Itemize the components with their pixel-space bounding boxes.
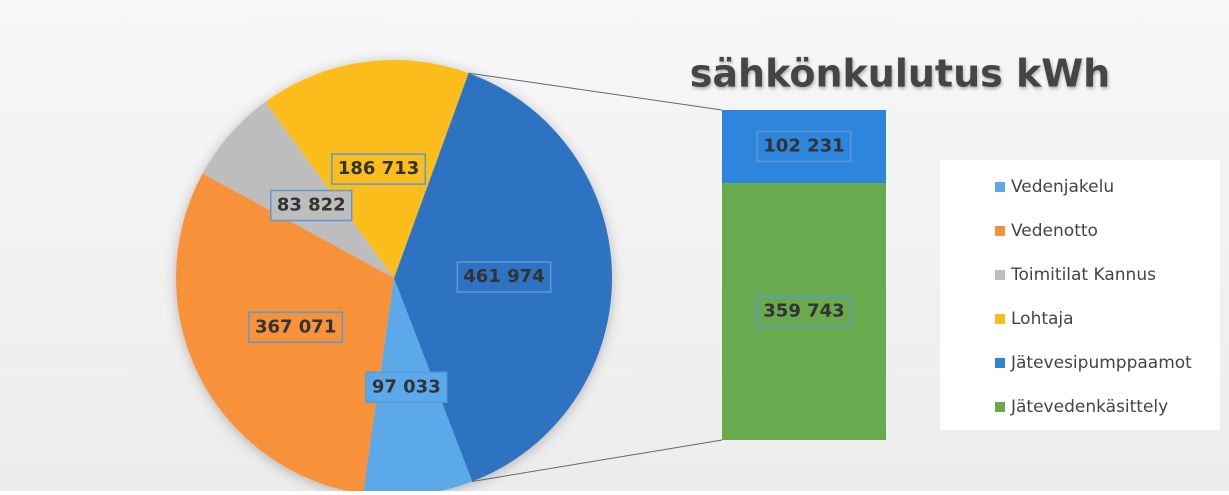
data-label-box: [756, 130, 852, 163]
legend-swatch: [995, 314, 1005, 324]
connector: [472, 439, 723, 482]
marks: 461 974 97 033 367 071 83 822 186 713 102 231…: [248, 72, 1192, 482]
data-label: 97 033: [372, 376, 441, 397]
data-label-box: [270, 189, 353, 222]
data-label: 359 743: [763, 301, 844, 322]
legend-swatch: [995, 270, 1005, 280]
data-label: 102 231: [763, 136, 844, 157]
legend-swatch: [995, 358, 1005, 368]
data-label: 83 822: [277, 195, 346, 216]
data-label-box: [456, 261, 552, 293]
data-label-box: [331, 153, 426, 185]
data-label: 367 071: [255, 316, 336, 337]
connector: [468, 72, 723, 111]
data-label: 461 974: [463, 266, 544, 287]
legend-label: Jätevesipumppaamot: [1010, 353, 1192, 373]
legend-swatch: [995, 402, 1005, 412]
legend-label: Vedenjakelu: [1011, 177, 1114, 197]
legend-swatch: [995, 226, 1005, 236]
data-label-box: [365, 371, 448, 404]
legend-box: [940, 160, 1220, 430]
legend-swatch: [995, 182, 1005, 192]
legend-label: Jätevedenkäsittely: [1010, 397, 1168, 417]
chart-title: sähkönkulutus kWh: [690, 52, 1110, 96]
legend-label: Toimitilat Kannus: [1010, 265, 1156, 285]
legend-label: Lohtaja: [1011, 309, 1074, 329]
data-label-box: [756, 295, 852, 328]
data-label: 186 713: [338, 158, 419, 179]
legend-label: Vedenotto: [1011, 221, 1098, 241]
data-label-box: [248, 311, 344, 344]
